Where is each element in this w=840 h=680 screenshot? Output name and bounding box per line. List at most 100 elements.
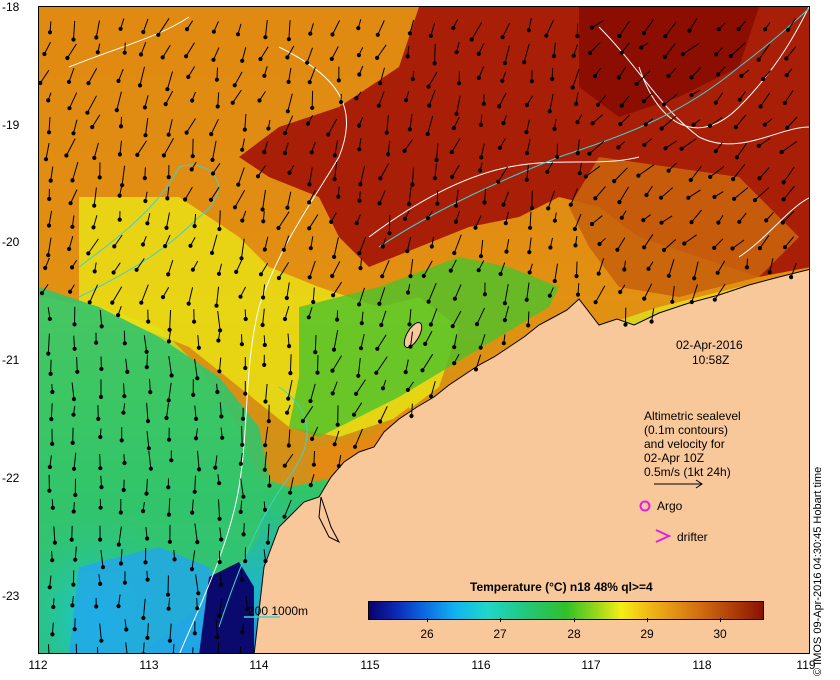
velocity-arrow bbox=[308, 167, 313, 185]
velocity-arrow-head bbox=[782, 245, 788, 250]
sealevel-contour bbox=[598, 26, 809, 145]
velocity-arrow-head bbox=[219, 537, 224, 542]
velocity-arrow bbox=[684, 234, 697, 244]
velocity-arrow bbox=[406, 236, 412, 252]
velocity-arrow bbox=[284, 453, 294, 466]
velocity-arrow bbox=[408, 186, 412, 205]
velocity-arrow-head bbox=[689, 75, 694, 80]
velocity-arrow-head bbox=[186, 301, 191, 306]
velocity-arrow-head bbox=[94, 340, 99, 345]
velocity-arrow-head bbox=[116, 542, 121, 547]
velocity-arrow-head bbox=[529, 79, 534, 84]
velocity-arrow-head bbox=[94, 604, 99, 609]
velocity-arrow-head bbox=[190, 154, 195, 159]
velocity-arrow-head bbox=[432, 61, 437, 66]
velocity-arrow-head bbox=[575, 120, 580, 125]
velocity-arrow-head bbox=[332, 177, 337, 182]
velocity-arrow-head bbox=[262, 507, 268, 512]
velocity-arrow-head bbox=[378, 81, 383, 86]
velocity-arrow-head bbox=[730, 246, 735, 251]
velocity-arrow-head bbox=[376, 103, 381, 108]
velocity-arrow bbox=[168, 498, 171, 515]
velocity-arrow bbox=[735, 114, 747, 128]
velocity-arrow-head bbox=[166, 339, 171, 344]
velocity-arrow-head bbox=[758, 104, 763, 109]
velocity-arrow bbox=[73, 452, 77, 469]
velocity-arrow-head bbox=[238, 461, 243, 466]
velocity-arrow-head bbox=[69, 537, 74, 542]
velocity-arrow-head bbox=[454, 111, 459, 117]
velocity-arrow bbox=[213, 47, 220, 61]
velocity-arrow-head bbox=[329, 219, 334, 224]
velocity-arrow-head bbox=[217, 369, 222, 374]
orange-coastal-patch bbox=[309, 407, 419, 477]
velocity-arrow-head bbox=[375, 346, 380, 351]
velocity-arrow-head bbox=[527, 250, 532, 255]
velocity-arrow-head bbox=[501, 202, 506, 207]
velocity-arrow-head bbox=[779, 150, 784, 155]
velocity-arrow-head bbox=[166, 512, 171, 517]
velocity-arrow bbox=[592, 114, 603, 124]
velocity-arrow bbox=[75, 643, 78, 653]
velocity-arrow bbox=[523, 43, 530, 63]
velocity-arrow-head bbox=[354, 391, 359, 396]
velocity-arrow-head bbox=[197, 467, 202, 472]
velocity-arrow bbox=[87, 238, 99, 254]
velocity-arrow-head bbox=[761, 76, 766, 82]
sealevel-contour bbox=[638, 7, 809, 129]
velocity-arrow-head bbox=[191, 392, 196, 397]
velocity-arrow-head bbox=[99, 324, 104, 329]
velocity-arrow bbox=[409, 19, 415, 34]
velocity-arrow-head bbox=[452, 345, 457, 350]
velocity-arrow-head bbox=[72, 627, 77, 632]
velocity-arrow bbox=[475, 215, 482, 228]
velocity-arrow-head bbox=[195, 606, 200, 611]
velocity-arrow bbox=[264, 236, 269, 250]
velocity-arrow-head bbox=[217, 613, 222, 619]
velocity-arrow-head bbox=[311, 462, 316, 467]
velocity-arrow-head bbox=[380, 244, 385, 249]
velocity-arrow-head bbox=[46, 98, 51, 103]
velocity-arrow-head bbox=[50, 632, 55, 637]
x-tick-label: 118 bbox=[692, 658, 712, 672]
velocity-arrow bbox=[69, 92, 78, 109]
velocity-arrow bbox=[194, 475, 196, 492]
velocity-arrow bbox=[191, 499, 194, 513]
velocity-arrow bbox=[717, 260, 726, 274]
velocity-arrow bbox=[379, 190, 386, 204]
velocity-arrow-head bbox=[125, 369, 130, 374]
velocity-arrow bbox=[309, 67, 316, 83]
velocity-arrow-head bbox=[425, 216, 430, 221]
velocity-arrow-head bbox=[359, 321, 364, 326]
velocity-arrow-head bbox=[145, 536, 150, 541]
velocity-arrow bbox=[149, 378, 151, 393]
velocity-arrow-head bbox=[98, 434, 103, 440]
velocity-arrow-head bbox=[141, 509, 146, 514]
velocity-arrow bbox=[379, 163, 389, 179]
temperature-colorbar bbox=[368, 601, 764, 620]
velocity-arrow-head bbox=[142, 105, 148, 110]
velocity-arrow bbox=[333, 330, 339, 350]
velocity-arrow-head bbox=[164, 225, 169, 230]
velocity-arrow bbox=[618, 21, 630, 37]
velocity-arrow-head bbox=[144, 349, 149, 354]
velocity-arrow bbox=[146, 431, 150, 449]
velocity-arrow-head bbox=[116, 313, 121, 318]
velocity-arrow-head bbox=[263, 443, 268, 448]
sst-map[interactable] bbox=[38, 6, 810, 654]
velocity-arrow bbox=[693, 261, 699, 279]
velocity-arrow bbox=[476, 307, 486, 325]
velocity-arrow bbox=[93, 142, 99, 159]
velocity-arrow-head bbox=[86, 251, 91, 256]
velocity-arrow-head bbox=[166, 606, 171, 611]
velocity-arrow-head bbox=[262, 73, 267, 78]
velocity-arrow-head bbox=[98, 537, 103, 542]
velocity-arrow-head bbox=[235, 32, 241, 37]
velocity-arrow-head bbox=[72, 346, 77, 351]
velocity-arrow-head bbox=[357, 302, 362, 307]
velocity-arrow bbox=[355, 379, 366, 395]
velocity-arrow bbox=[217, 310, 221, 331]
velocity-arrow-head bbox=[478, 345, 483, 350]
velocity-arrow bbox=[240, 478, 244, 497]
velocity-arrow-head bbox=[663, 146, 668, 151]
